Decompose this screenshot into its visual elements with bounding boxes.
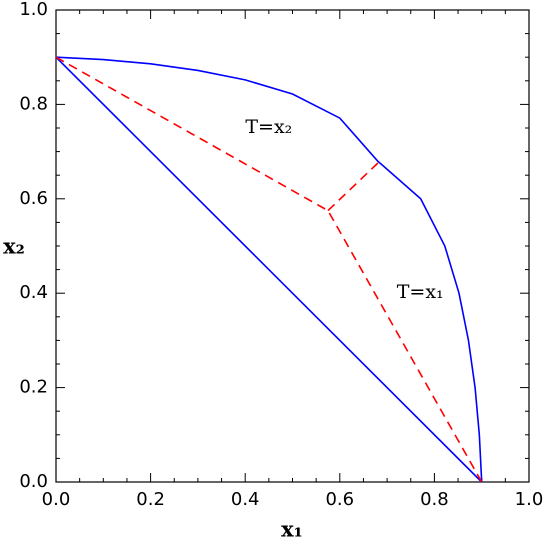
y-tick-label: 0.6 xyxy=(19,188,48,209)
line-series xyxy=(327,160,381,212)
y-tick-label: 0.0 xyxy=(19,471,48,492)
y-axis-label: x₂ xyxy=(3,234,25,259)
y-tick-label: 0.4 xyxy=(19,282,48,303)
y-tick-label: 1.0 xyxy=(19,0,48,20)
annotation: T=x₁ xyxy=(397,281,444,303)
annotation: T=x₂ xyxy=(245,116,292,138)
plot-frame xyxy=(55,9,530,483)
x-tick-label: 1.0 xyxy=(515,489,544,510)
x-tick-label: 0.2 xyxy=(136,489,165,510)
y-tick-label: 0.2 xyxy=(19,377,48,398)
x-tick-label: 0.4 xyxy=(231,489,260,510)
x-tick-label: 0.0 xyxy=(42,489,71,510)
x-axis-label: x₁ xyxy=(281,517,303,542)
y-tick-label: 0.8 xyxy=(19,93,48,114)
x-tick-label: 0.8 xyxy=(420,489,449,510)
x-tick-label: 0.6 xyxy=(325,489,354,510)
line-series xyxy=(55,56,483,483)
line-series xyxy=(55,56,483,483)
